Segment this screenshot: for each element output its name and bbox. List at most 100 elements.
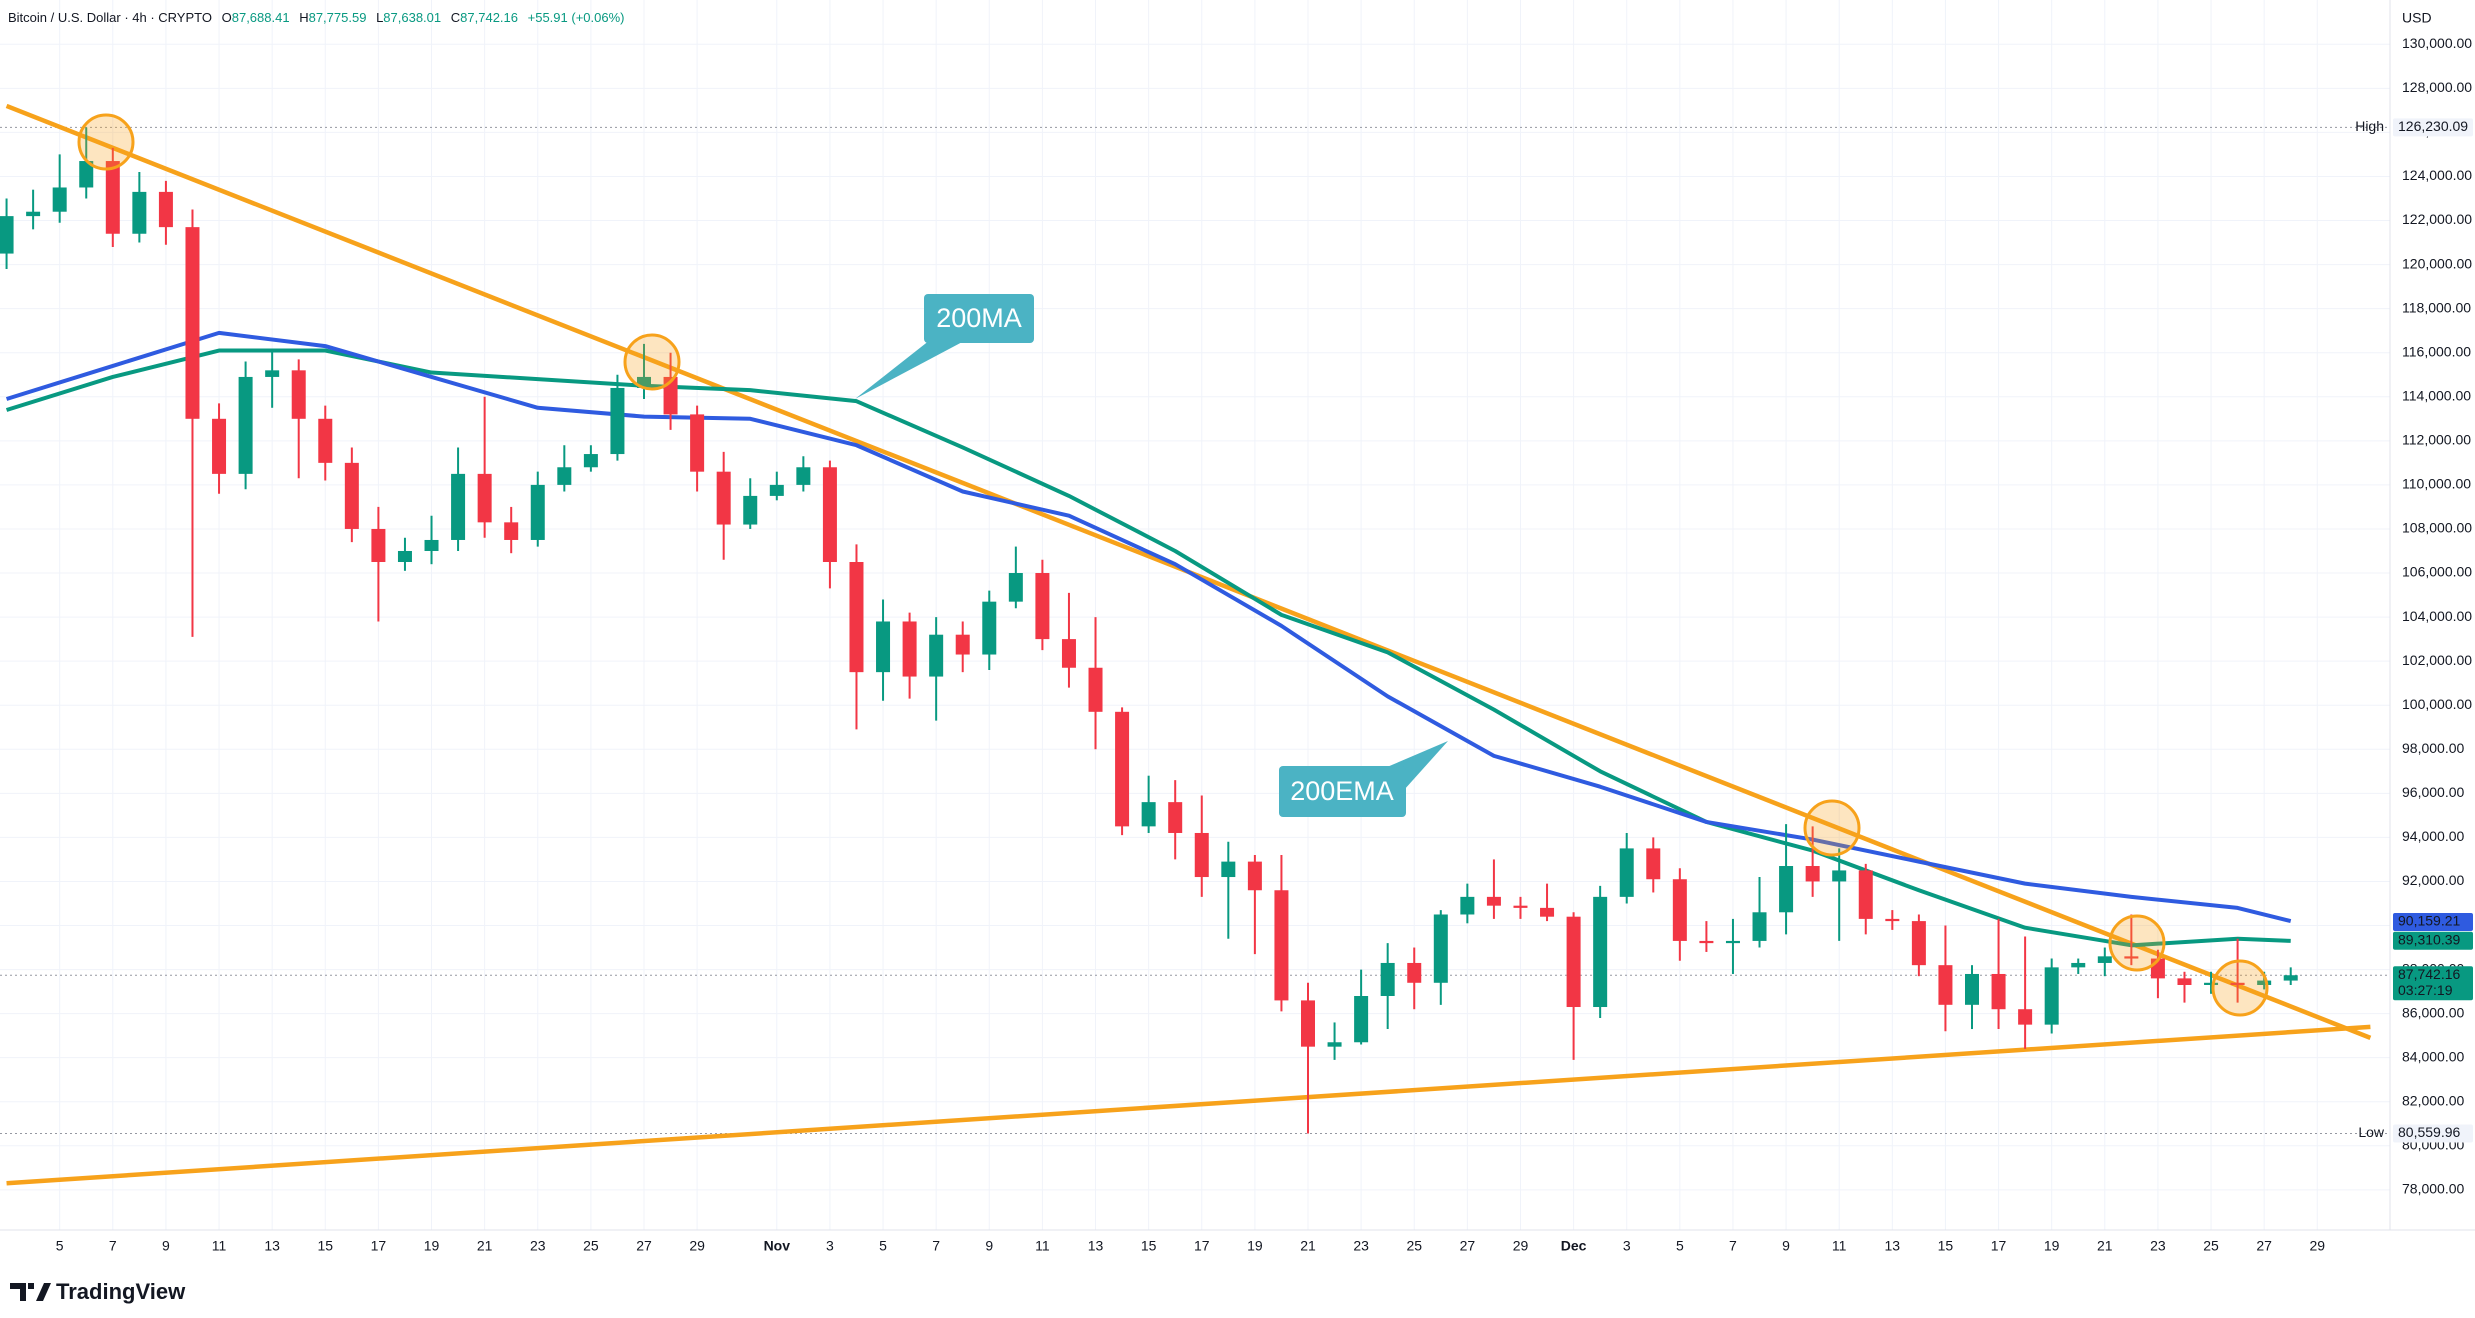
high-marker-name: High	[2355, 118, 2384, 134]
candle-body	[1699, 940, 1714, 944]
candle-body	[796, 467, 811, 485]
x-tick-label: 13	[1088, 1238, 1104, 1254]
x-tick-label: Nov	[764, 1238, 791, 1254]
x-tick-label: 7	[1729, 1238, 1737, 1254]
callout-box	[1279, 766, 1406, 817]
candle-body	[982, 601, 997, 655]
highlight-circle	[623, 333, 681, 391]
low-marker-label: 80,559.96	[2398, 1124, 2460, 1140]
ma-last-value-box	[2393, 912, 2473, 931]
y-tick-label: 116,000.00	[2402, 343, 2471, 359]
candle-body	[397, 550, 412, 562]
y-tick-label: 110,000.00	[2402, 476, 2471, 492]
candle-body	[1566, 916, 1581, 1008]
candle-body	[79, 161, 94, 188]
candle-body	[1274, 890, 1289, 1001]
high-marker-label: 126,230.09	[2398, 118, 2468, 134]
x-tick-label: 9	[1782, 1238, 1790, 1254]
candle-body	[1221, 861, 1236, 878]
candle-body	[424, 539, 439, 551]
candle-body	[1593, 896, 1608, 1008]
candle-body	[2230, 982, 2245, 985]
candle-body	[1540, 907, 1555, 917]
y-tick-label: 78,000.00	[2402, 1181, 2464, 1197]
grid	[0, 0, 2390, 1230]
highlight-circles	[77, 113, 2269, 1017]
y-tick-label: 128,000.00	[2402, 79, 2472, 95]
candle-body	[955, 634, 970, 655]
x-tick-label: 21	[477, 1238, 493, 1254]
candle-body	[769, 484, 784, 496]
candle-body	[1327, 1042, 1342, 1047]
candle-body	[557, 467, 572, 485]
candle-body	[2177, 978, 2192, 985]
y-tick-label: 104,000.00	[2402, 608, 2472, 624]
header: Bitcoin / U.S. Dollar · 4h · CRYPTO O87,…	[8, 10, 624, 25]
y-tick-label: 114,000.00	[2402, 387, 2471, 403]
callout-200ma: 200MA	[855, 294, 1034, 399]
low-marker-box	[2393, 1124, 2473, 1143]
candle-body	[1433, 914, 1448, 983]
candle-body	[185, 227, 200, 419]
candle-body	[2257, 980, 2272, 985]
candle-body	[2071, 962, 2086, 968]
y-tick-label: 124,000.00	[2402, 167, 2472, 183]
candle-body	[1194, 832, 1209, 878]
candle-body	[876, 621, 891, 673]
candle-body	[822, 467, 837, 562]
candle-body	[451, 473, 466, 540]
x-tick-label: 15	[317, 1238, 333, 1254]
x-tick-label: 15	[1141, 1238, 1157, 1254]
x-tick-label: 11	[1035, 1238, 1050, 1254]
countdown: 03:27:19	[2398, 982, 2453, 998]
highlight-circle	[77, 113, 135, 171]
candle-body	[1008, 573, 1023, 602]
candle-body	[158, 191, 173, 228]
ohlc-key: O	[222, 10, 232, 25]
highlight-circle	[1803, 799, 1861, 857]
x-tick-label: 5	[56, 1238, 64, 1254]
y-tick-label: 122,000.00	[2402, 211, 2472, 227]
candle-body	[291, 370, 306, 419]
y-tick-label: 94,000.00	[2402, 828, 2464, 844]
candle-body	[1301, 1000, 1315, 1047]
x-tick-label: 27	[2256, 1238, 2272, 1254]
candle-body	[849, 561, 864, 673]
low-marker-name: Low	[2358, 1124, 2385, 1140]
candle-body	[2097, 956, 2112, 963]
candle-body	[1752, 912, 1767, 941]
x-tick-label: 21	[2097, 1238, 2113, 1254]
candle-body	[2018, 1009, 2033, 1025]
x-tick-label: 17	[371, 1238, 387, 1254]
x-tick-label: 7	[932, 1238, 940, 1254]
x-tick-label: 19	[424, 1238, 440, 1254]
symbol-title: Bitcoin / U.S. Dollar · 4h · CRYPTO	[8, 10, 212, 25]
candle-body	[105, 161, 120, 234]
candle-body	[929, 634, 944, 677]
ohlc-key: L	[376, 10, 383, 25]
candle-body	[1885, 918, 1900, 922]
candle-body	[1805, 866, 1820, 882]
axes: 78,000.0080,000.0082,000.0084,000.0086,0…	[56, 35, 2473, 1254]
candle-body	[52, 187, 67, 212]
ohlc-key: C	[451, 10, 460, 25]
x-tick-label: 17	[1194, 1238, 1210, 1254]
y-tick-label: 98,000.00	[2402, 740, 2464, 756]
y-tick-label: 108,000.00	[2402, 520, 2472, 536]
x-tick-label: 29	[689, 1238, 705, 1254]
logo-text: TradingView	[56, 1279, 186, 1304]
x-tick-label: 23	[1353, 1238, 1369, 1254]
logo-mark	[10, 1283, 51, 1301]
highlight-circle	[2211, 959, 2269, 1017]
candle-body	[1380, 962, 1395, 997]
x-tick-label: 13	[264, 1238, 280, 1254]
x-tick-label: 25	[1406, 1238, 1422, 1254]
candle-body	[1619, 848, 1634, 897]
callout-label: 200EMA	[1290, 776, 1394, 806]
candle-body	[1168, 802, 1183, 833]
y-tick-label: 92,000.00	[2402, 872, 2464, 888]
candle-body	[1460, 896, 1475, 915]
y-tick-label: 106,000.00	[2402, 564, 2472, 580]
